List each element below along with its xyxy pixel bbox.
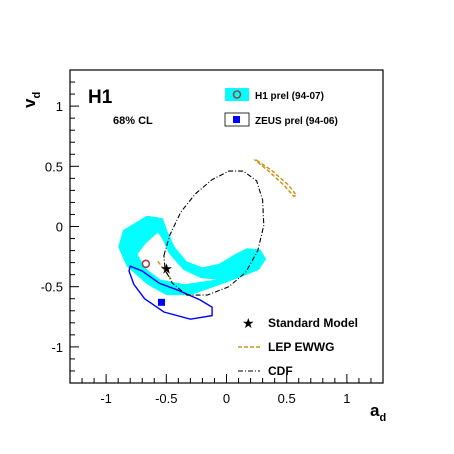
x-tick-label: -1 — [100, 391, 112, 406]
y-tick-label: 0 — [56, 220, 63, 235]
legend-cdf-label: CDF — [268, 364, 293, 378]
h1-contour-band — [118, 215, 267, 296]
lep-contour — [253, 159, 298, 198]
y-tick-label: 1 — [56, 99, 63, 114]
ticks-layer: -1 -0.5 0 0.5 1 -1 -0.5 0 0.5 1 — [41, 81, 372, 406]
y-tick-label: -0.5 — [41, 280, 63, 295]
y-tick-label: 0.5 — [45, 159, 63, 174]
x-tick-label: -0.5 — [155, 391, 177, 406]
x-tick-label: 1 — [343, 391, 350, 406]
legend-h1-marker — [232, 90, 242, 99]
zeus-contour — [128, 265, 213, 320]
legend-sm-marker: ★ — [242, 316, 255, 332]
standard-model-point: ★ — [160, 262, 173, 278]
x-tick-label: 0 — [223, 391, 230, 406]
h1-best-fit-point — [141, 259, 151, 269]
legend-zeus-swatch — [224, 112, 250, 127]
legend-lep-label: LEP EWWG — [268, 340, 334, 354]
confidence-note: 68% CL — [113, 115, 153, 127]
x-axis-title: ad — [370, 401, 386, 424]
experiment-label: H1 — [88, 87, 113, 108]
legend-sm-label: Standard Model — [268, 316, 358, 330]
y-axis-subscript: d — [31, 92, 43, 99]
cdf-contour — [163, 170, 265, 296]
data-layer: ★ — [118, 159, 298, 320]
x-axis-symbol: a — [370, 401, 380, 420]
legend-h1-label: H1 prel (94-07) — [255, 91, 324, 102]
y-axis-title: vd — [20, 92, 43, 108]
x-tick-label: 0.5 — [278, 391, 296, 406]
y-tick-label: -1 — [51, 340, 63, 355]
legend-top: H1 prel (94-07) ZEUS prel (94-06) — [224, 88, 338, 127]
x-axis-subscript: d — [379, 412, 386, 424]
zeus-best-fit-point — [157, 298, 165, 306]
legend-zeus-label: ZEUS prel (94-06) — [255, 116, 338, 127]
y-axis-symbol: v — [20, 98, 39, 108]
legend-zeus-marker — [233, 116, 240, 123]
legend-bottom: ★ Standard Model LEP EWWG CDF — [238, 316, 358, 378]
legend-h1-swatch — [225, 88, 249, 101]
lep-contour-segment — [157, 260, 173, 282]
